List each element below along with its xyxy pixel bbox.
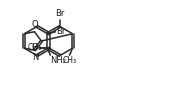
Text: Br: Br: [55, 8, 65, 18]
Text: CH₃: CH₃: [28, 43, 42, 52]
Text: Br: Br: [56, 27, 66, 36]
Text: O: O: [31, 43, 38, 52]
Text: NH₂: NH₂: [50, 56, 66, 65]
Text: N: N: [32, 53, 38, 62]
Text: CH₃: CH₃: [62, 56, 77, 65]
Text: O: O: [32, 20, 38, 29]
